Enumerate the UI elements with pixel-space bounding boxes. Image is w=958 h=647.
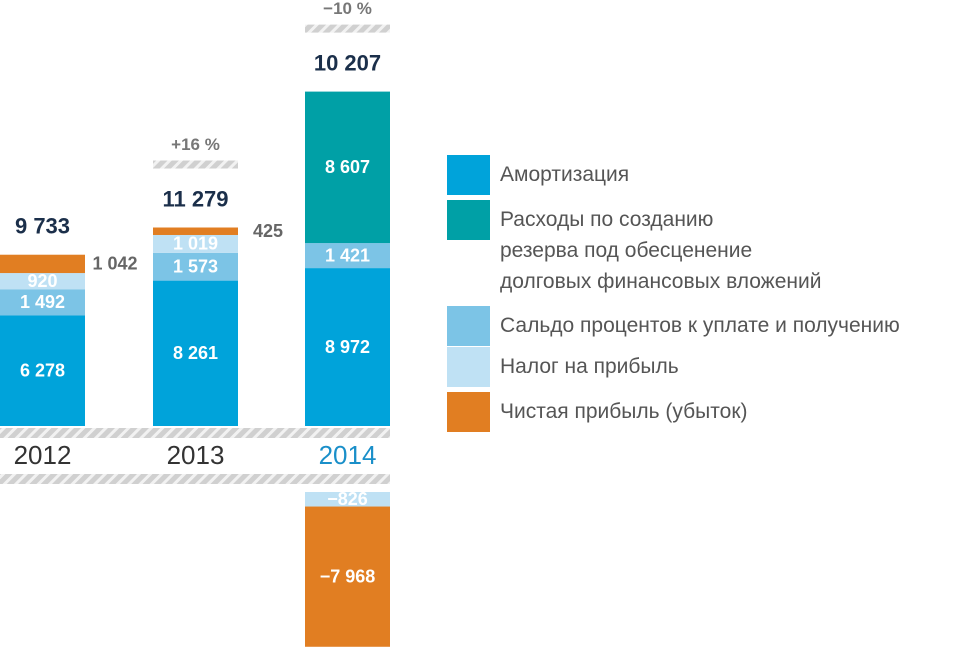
value-label: −826 [327,489,368,509]
change-label: +16 % [171,135,220,154]
value-label: 1 421 [325,245,370,265]
change-band [305,24,390,33]
total-label: 9 733 [15,214,70,239]
bar-segment [153,227,238,235]
value-label: 1 019 [173,234,218,254]
value-label: 1 042 [92,254,137,274]
bar-segment [305,91,390,244]
bar-segment [305,243,390,269]
value-label: 920 [27,271,57,291]
legend-swatch [447,347,490,387]
x-tick-label: 2013 [167,440,225,470]
value-label: 1 492 [20,292,65,312]
value-label: 8 972 [325,337,370,357]
bar-segment [305,506,390,647]
bar-segment [0,254,85,274]
legend-label: Чистая прибыль (убыток) [500,400,748,423]
legend-swatch [447,155,490,195]
legend-label: Расходы по созданию резерва под обесцене… [500,208,822,293]
value-label: 8 607 [325,157,370,177]
total-label: 10 207 [314,50,381,75]
change-band [153,160,238,169]
change-label: −10 % [323,0,372,18]
axis-band [0,474,390,484]
bar-segment [153,234,238,253]
value-label: 425 [253,221,283,241]
bar-segment [0,273,85,290]
x-tick-label: 2014 [319,440,377,470]
value-label: −7 968 [320,566,376,586]
bar-segment [305,268,390,426]
value-label: 8 261 [173,343,218,363]
bar-segment [305,492,390,507]
legend-swatch [447,200,490,240]
x-tick-label: 2012 [14,440,72,470]
value-label: 1 573 [173,257,218,277]
bar-segment [0,315,85,426]
axis-band [0,428,390,438]
legend-label: Сальдо процентов к уплате и получению [500,314,900,337]
bar-segment [153,252,238,281]
bar-segment [153,280,238,426]
legend-swatch [447,392,490,432]
value-label: 6 278 [20,361,65,381]
total-label: 11 279 [162,186,228,211]
legend-label: Амортизация [500,163,630,186]
legend-label: Налог на прибыль [500,355,679,378]
legend-swatch [447,306,490,346]
bar-segment [0,289,85,316]
